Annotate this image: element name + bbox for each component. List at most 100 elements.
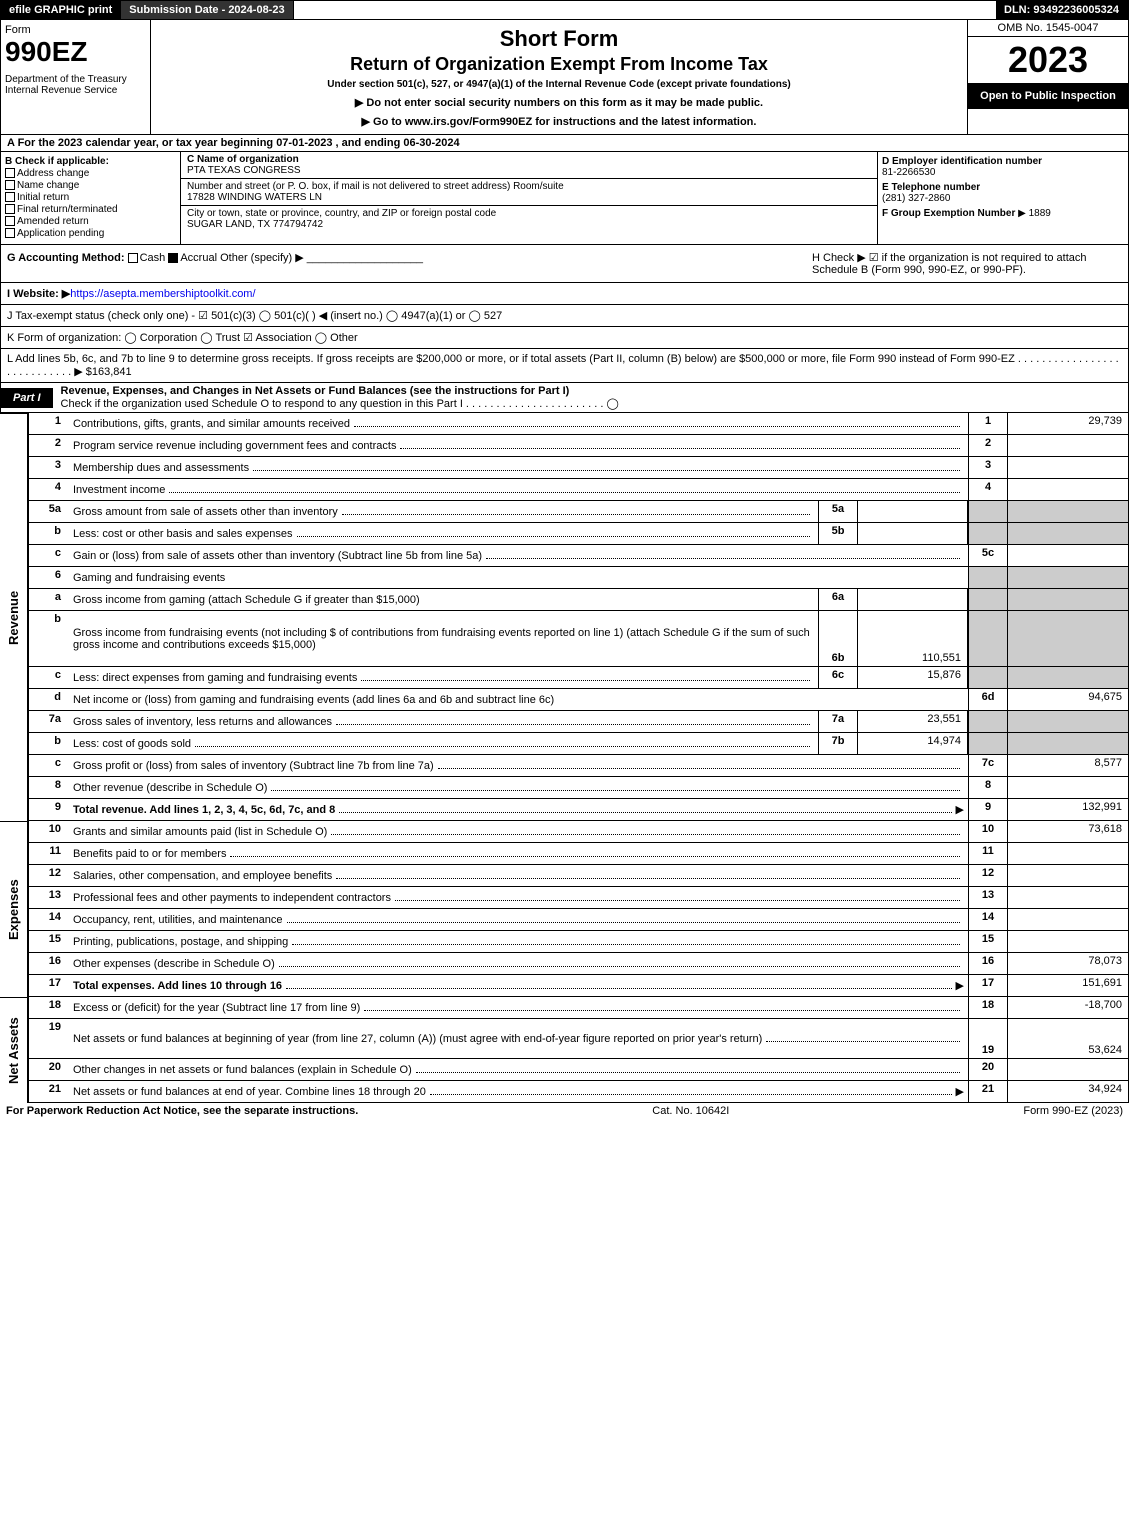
c-street-label: Number and street (or P. O. box, if mail… (187, 181, 564, 192)
submission-date: Submission Date - 2024-08-23 (121, 1, 293, 19)
open-inspection: Open to Public Inspection (968, 83, 1128, 109)
revenue-label: Revenue (0, 413, 28, 821)
line-19-value: 53,624 (1008, 1019, 1128, 1058)
chk-accrual[interactable] (168, 253, 178, 263)
website-link[interactable]: https://asepta.membershiptoolkit.com/ (70, 288, 255, 300)
line-1-value: 29,739 (1008, 413, 1128, 434)
return-title: Return of Organization Exempt From Incom… (157, 54, 961, 75)
line-3: 3 Membership dues and assessments 3 (28, 457, 1129, 479)
line-8: 8 Other revenue (describe in Schedule O)… (28, 777, 1129, 799)
line-18-value: -18,700 (1008, 997, 1128, 1018)
section-c: C Name of organization PTA TEXAS CONGRES… (181, 152, 878, 244)
chk-application-pending[interactable]: Application pending (5, 228, 176, 239)
expenses-label: Expenses (0, 821, 28, 997)
page-footer: For Paperwork Reduction Act Notice, see … (0, 1103, 1129, 1119)
line-6b-value: 110,551 (858, 611, 968, 666)
ein: 81-2266530 (882, 167, 1124, 178)
line-11: 11Benefits paid to or for members 11 (28, 843, 1129, 865)
chk-amended-return[interactable]: Amended return (5, 216, 176, 227)
chk-name-change[interactable]: Name change (5, 180, 176, 191)
goto-link[interactable]: ▶ Go to www.irs.gov/Form990EZ for instru… (157, 115, 961, 128)
header-center: Short Form Return of Organization Exempt… (151, 20, 968, 134)
line-4: 4 Investment income 4 (28, 479, 1129, 501)
line-6d-value: 94,675 (1008, 689, 1128, 710)
line-20: 20Other changes in net assets or fund ba… (28, 1059, 1129, 1081)
form-header: Form 990EZ Department of the Treasury In… (0, 20, 1129, 135)
line-6d: d Net income or (loss) from gaming and f… (28, 689, 1129, 711)
section-j: J Tax-exempt status (check only one) - ☑… (0, 305, 1129, 327)
line-7c: c Gross profit or (loss) from sales of i… (28, 755, 1129, 777)
line-5c: c Gain or (loss) from sale of assets oth… (28, 545, 1129, 567)
omb-number: OMB No. 1545-0047 (968, 20, 1128, 37)
line-2: 2 Program service revenue including gove… (28, 435, 1129, 457)
short-form-title: Short Form (157, 26, 961, 52)
line-15: 15Printing, publications, postage, and s… (28, 931, 1129, 953)
org-name: PTA TEXAS CONGRESS (187, 165, 301, 176)
chk-cash[interactable] (128, 253, 138, 263)
gross-receipts: 163,841 (92, 366, 132, 378)
efile-label[interactable]: efile GRAPHIC print (1, 1, 121, 19)
tax-year: 2023 (968, 37, 1128, 83)
line-a: A For the 2023 calendar year, or tax yea… (0, 135, 1129, 152)
dln: DLN: 93492236005324 (996, 1, 1128, 19)
c-city-label: City or town, state or province, country… (187, 208, 496, 219)
footer-center: Cat. No. 10642I (358, 1105, 1023, 1117)
line-9: 9 Total revenue. Add lines 1, 2, 3, 4, 5… (28, 799, 1129, 821)
footer-right: Form 990-EZ (2023) (1023, 1105, 1123, 1117)
line-6c-value: 15,876 (858, 667, 968, 688)
chk-initial-return[interactable]: Initial return (5, 192, 176, 203)
line-5a: 5a Gross amount from sale of assets othe… (28, 501, 1129, 523)
line-9-value: 132,991 (1008, 799, 1128, 820)
f-label: F Group Exemption Number (882, 208, 1015, 219)
bcdef-block: B Check if applicable: Address change Na… (0, 152, 1129, 245)
subtitle: Under section 501(c), 527, or 4947(a)(1)… (157, 79, 961, 90)
line-5b: b Less: cost or other basis and sales ex… (28, 523, 1129, 545)
section-def: D Employer identification number 81-2266… (878, 152, 1128, 244)
form-number: 990EZ (5, 36, 146, 68)
line-6: 6 Gaming and fundraising events (28, 567, 1129, 589)
line-16-value: 78,073 (1008, 953, 1128, 974)
d-label: D Employer identification number (882, 156, 1124, 167)
line-17-value: 151,691 (1008, 975, 1128, 996)
line-19: 19Net assets or fund balances at beginni… (28, 1019, 1129, 1059)
part-i-tab: Part I (1, 388, 53, 408)
part-i-heading: Revenue, Expenses, and Changes in Net As… (53, 383, 1128, 412)
ssn-warning: ▶ Do not enter social security numbers o… (157, 96, 961, 109)
top-bar: efile GRAPHIC print Submission Date - 20… (0, 0, 1129, 20)
e-label: E Telephone number (882, 182, 1124, 193)
line-10-value: 73,618 (1008, 821, 1128, 842)
line-13: 13Professional fees and other payments t… (28, 887, 1129, 909)
phone: (281) 327-2860 (882, 193, 1124, 204)
chk-address-change[interactable]: Address change (5, 168, 176, 179)
section-h: H Check ▶ ☑ if the organization is not r… (812, 251, 1122, 276)
line-12: 12Salaries, other compensation, and empl… (28, 865, 1129, 887)
line-16: 16Other expenses (describe in Schedule O… (28, 953, 1129, 975)
c-name-label: C Name of organization (187, 154, 299, 165)
org-street: 17828 WINDING WATERS LN (187, 192, 322, 203)
group-exemption: ▶ 1889 (1018, 208, 1051, 219)
netassets-label: Net Assets (0, 997, 28, 1103)
line-1: 1 Contributions, gifts, grants, and simi… (28, 413, 1129, 435)
footer-left: For Paperwork Reduction Act Notice, see … (6, 1105, 358, 1117)
line-7a-value: 23,551 (858, 711, 968, 732)
section-g: G Accounting Method: Cash Accrual Other … (7, 251, 812, 276)
form-word: Form (5, 24, 146, 36)
header-right: OMB No. 1545-0047 2023 Open to Public In… (968, 20, 1128, 134)
line-21: 21Net assets or fund balances at end of … (28, 1081, 1129, 1103)
line-17: 17Total expenses. Add lines 10 through 1… (28, 975, 1129, 997)
line-18: 18Excess or (deficit) for the year (Subt… (28, 997, 1129, 1019)
chk-final-return[interactable]: Final return/terminated (5, 204, 176, 215)
line-7b-value: 14,974 (858, 733, 968, 754)
line-7a: 7a Gross sales of inventory, less return… (28, 711, 1129, 733)
line-6b: b Gross income from fundraising events (… (28, 611, 1129, 667)
section-b: B Check if applicable: Address change Na… (1, 152, 181, 244)
org-city: SUGAR LAND, TX 774794742 (187, 219, 323, 230)
line-14: 14Occupancy, rent, utilities, and mainte… (28, 909, 1129, 931)
header-left: Form 990EZ Department of the Treasury In… (1, 20, 151, 134)
line-7b: b Less: cost of goods sold 7b 14,974 (28, 733, 1129, 755)
department: Department of the Treasury Internal Reve… (5, 74, 146, 96)
section-i: I Website: ▶https://asepta.membershiptoo… (0, 283, 1129, 305)
line-21-value: 34,924 (1008, 1081, 1128, 1102)
line-6a: a Gross income from gaming (attach Sched… (28, 589, 1129, 611)
line-7c-value: 8,577 (1008, 755, 1128, 776)
